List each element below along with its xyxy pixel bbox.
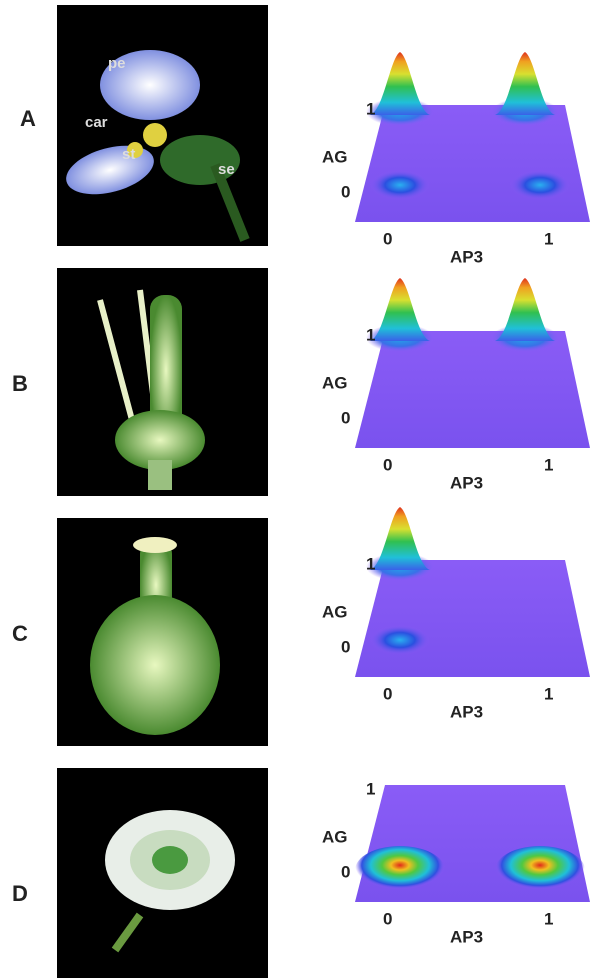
y-axis-label: AG — [322, 373, 348, 392]
x-axis-label: AP3 — [450, 247, 483, 266]
landscape-plot: 1 AG 0 0 1 AP3 — [322, 278, 590, 492]
photo-b — [57, 268, 268, 496]
photo-label: pe — [108, 55, 126, 72]
photo-d — [57, 768, 268, 978]
photo-c — [57, 518, 268, 746]
peak — [370, 52, 430, 115]
x-tick-label: 1 — [544, 229, 553, 248]
peak — [370, 278, 430, 341]
x-tick-label: 0 — [383, 455, 392, 474]
y-axis-label: AG — [322, 602, 348, 621]
x-axis-label: AP3 — [450, 927, 483, 946]
peak — [495, 52, 555, 115]
y-tick-label: 1 — [366, 779, 375, 798]
x-tick-label: 1 — [544, 684, 553, 703]
figure: pe car st se A B C D 1AG001AP31AG001AP31… — [0, 0, 592, 980]
y-tick-label: 1 — [366, 554, 375, 573]
photo-label: st — [122, 146, 135, 163]
photo-a: pe car st se — [57, 5, 268, 246]
landscape-plot: 1 AG 0 0 1 AP3 — [322, 779, 590, 946]
x-tick-label: 0 — [383, 684, 392, 703]
x-tick-label: 1 — [544, 909, 553, 928]
panel-letter: B — [12, 371, 28, 396]
y-tick-label: 1 — [366, 325, 375, 344]
flat-peak — [355, 846, 445, 894]
x-axis-label: AP3 — [450, 702, 483, 721]
x-tick-label: 1 — [544, 455, 553, 474]
y-tick-label: 0 — [341, 408, 350, 427]
peak — [370, 507, 430, 570]
bump — [510, 170, 570, 200]
landscape-plot: 1 AG 0 0 1 AP3 — [322, 52, 590, 266]
panel-letter: D — [12, 881, 28, 906]
flat-peak — [495, 846, 585, 894]
x-axis-label: AP3 — [450, 473, 483, 492]
landscape-plot: 1 AG 0 0 1 AP3 — [322, 507, 590, 721]
x-tick-label: 0 — [383, 909, 392, 928]
y-tick-label: 0 — [341, 637, 350, 656]
photo-label: car — [85, 114, 108, 131]
x-tick-label: 0 — [383, 229, 392, 248]
plots: 1 AG 0 0 1 AP3 1 AG 0 0 1 AP3 1 AG 0 0 1 AP3 1 AG 0 0 1 AP3 — [322, 52, 590, 946]
y-axis-label: AG — [322, 147, 348, 166]
y-axis-label: AG — [322, 827, 348, 846]
bump — [370, 625, 430, 655]
panel-letter: C — [12, 621, 28, 646]
y-tick-label: 0 — [341, 182, 350, 201]
y-tick-label: 0 — [341, 862, 350, 881]
panel-letter: A — [20, 106, 36, 131]
peak — [495, 278, 555, 341]
photo-label: se — [218, 161, 235, 178]
bump — [370, 170, 430, 200]
y-tick-label: 1 — [366, 99, 375, 118]
